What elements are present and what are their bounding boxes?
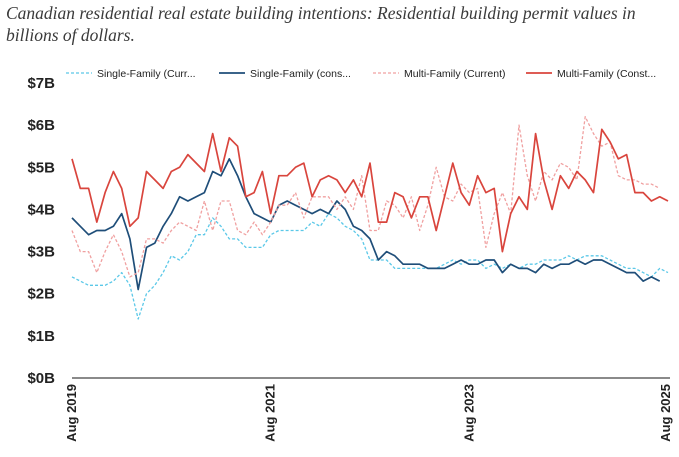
series-line-single-family-current (71, 212, 669, 320)
legend-label-single-family-constant: Single-Family (cons... (250, 68, 351, 80)
legend-label-single-family-current: Single-Family (Curr... (97, 68, 196, 80)
legend: Single-Family (Curr... Single-Family (con… (66, 68, 656, 80)
y-tick-label-2: $2B (27, 286, 55, 303)
y-tick-label-7: $7B (27, 75, 55, 92)
y-tick-label-3: $3B (27, 244, 55, 261)
series-lines (71, 116, 669, 320)
chart-title: Canadian residential real estate buildin… (6, 3, 636, 45)
series-line-multi-family-constant (71, 128, 669, 253)
x-tick-label-aug-2025: Aug 2025 (658, 384, 673, 442)
legend-label-multi-family-constant: Multi-Family (Const... (557, 68, 656, 80)
y-axis-ticks: $0B $1B $2B $3B $4B $5B $6B $7B (27, 75, 55, 387)
x-axis-ticks: Aug 2019 Aug 2021 Aug 2023 Aug 2025 (64, 384, 673, 442)
y-tick-label-1: $1B (27, 328, 55, 345)
y-tick-label-6: $6B (27, 117, 55, 134)
x-tick-label-aug-2019: Aug 2019 (64, 384, 79, 442)
legend-label-multi-family-current: Multi-Family (Current) (404, 68, 506, 80)
series-line-multi-family-current (71, 116, 660, 278)
series-line-single-family-constant (71, 158, 661, 291)
x-tick-label-aug-2023: Aug 2023 (461, 384, 476, 442)
y-tick-label-5: $5B (27, 159, 55, 176)
x-tick-label-aug-2021: Aug 2021 (263, 384, 278, 442)
y-tick-label-0: $0B (27, 370, 55, 387)
y-tick-label-4: $4B (27, 201, 55, 218)
